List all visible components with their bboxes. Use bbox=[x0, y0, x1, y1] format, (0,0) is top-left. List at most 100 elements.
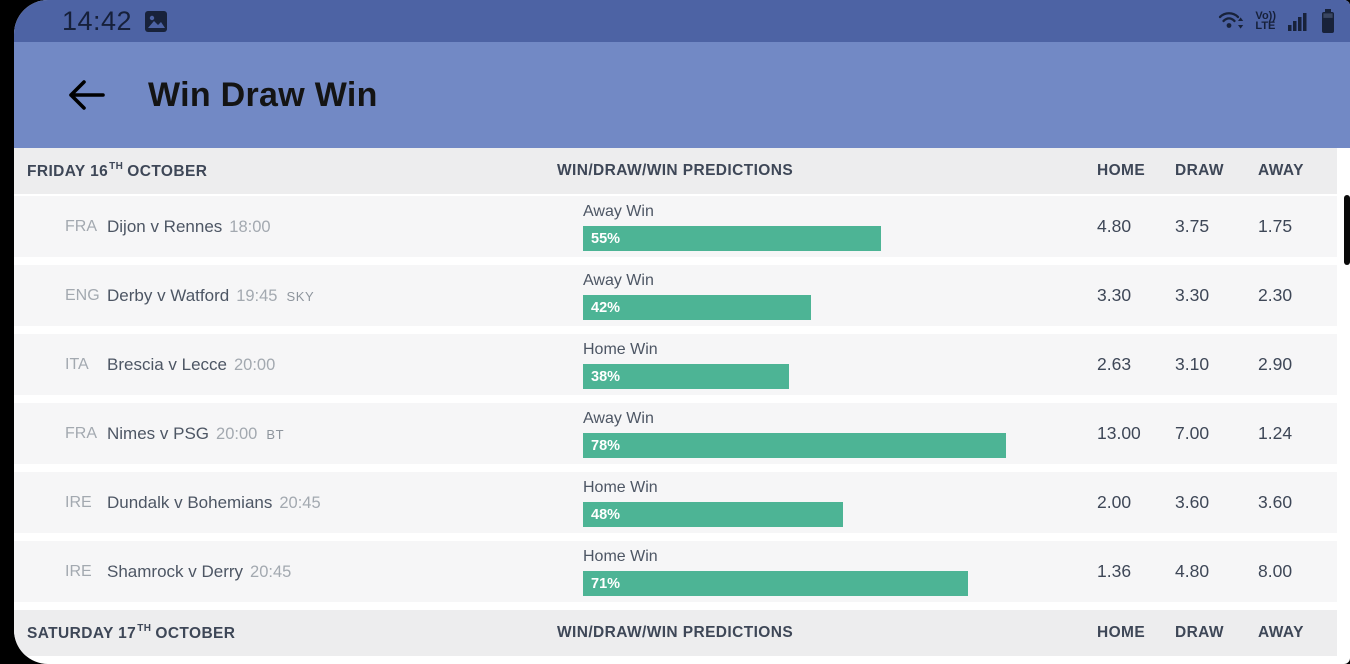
prediction-bar: 38% bbox=[583, 364, 789, 389]
prediction-cell: Home Win 71% bbox=[583, 541, 1097, 602]
scrollbar[interactable] bbox=[1344, 195, 1350, 265]
prediction-percent: 55% bbox=[591, 230, 621, 247]
match-row[interactable]: FRA Dijon v Rennes 18:00 Away Win 55% 4.8… bbox=[14, 196, 1337, 257]
away-odds: 2.90 bbox=[1258, 354, 1293, 374]
column-header-away: AWAY bbox=[1258, 162, 1304, 179]
away-odds: 1.24 bbox=[1258, 423, 1293, 443]
match-info: Brescia v Lecce 20:00 bbox=[107, 355, 583, 375]
prediction-label: Home Win bbox=[583, 479, 658, 496]
column-header-draw: DRAW bbox=[1175, 624, 1224, 641]
home-odds: 1.36 bbox=[1097, 561, 1132, 581]
section-header-friday: FRIDAY 16TH OCTOBER WIN/DRAW/WIN PREDICTI… bbox=[14, 148, 1337, 194]
draw-odds: 3.60 bbox=[1175, 492, 1210, 512]
kickoff-time: 20:00 bbox=[234, 355, 276, 374]
match-row[interactable]: FRA Nimes v PSG 20:00 BT Away Win 78% 13.0… bbox=[14, 403, 1337, 464]
kickoff-time: 20:00 bbox=[216, 424, 258, 443]
prediction-cell: Home Win 38% bbox=[583, 334, 1097, 395]
prediction-bar-track: 48% bbox=[583, 502, 1125, 527]
column-header-home: HOME bbox=[1097, 162, 1146, 179]
clock: 14:42 bbox=[62, 5, 133, 36]
league-code: FRA bbox=[65, 217, 97, 235]
prediction-bar: 48% bbox=[583, 502, 844, 527]
match-row[interactable]: IRE Dundalk v Bohemians 20:45 Home Win 48… bbox=[14, 472, 1337, 533]
prediction-bar-track: 78% bbox=[583, 433, 1125, 458]
home-odds: 4.80 bbox=[1097, 216, 1132, 236]
match-teams: Dijon v Rennes bbox=[107, 216, 223, 236]
prediction-label: Home Win bbox=[583, 548, 658, 565]
prediction-bar-track: 55% bbox=[583, 226, 1125, 251]
prediction-percent: 78% bbox=[591, 437, 621, 454]
home-odds: 2.00 bbox=[1097, 492, 1132, 512]
match-list-friday: FRA Dijon v Rennes 18:00 Away Win 55% 4.8… bbox=[14, 194, 1350, 602]
match-teams: Brescia v Lecce bbox=[107, 354, 227, 374]
prediction-label: Home Win bbox=[583, 341, 658, 358]
tv-badge: BT bbox=[266, 426, 285, 442]
section-date: SATURDAY 17TH OCTOBER bbox=[27, 623, 557, 643]
league-code: FRA bbox=[65, 424, 97, 442]
prediction-cell: Home Win 48% bbox=[583, 472, 1097, 533]
match-info: Dundalk v Bohemians 20:45 bbox=[107, 493, 583, 513]
prediction-bar-track: 38% bbox=[583, 364, 1125, 389]
prediction-bar: 78% bbox=[583, 433, 1006, 458]
draw-odds: 3.75 bbox=[1175, 216, 1210, 236]
date-month: OCTOBER bbox=[127, 163, 208, 180]
away-odds: 8.00 bbox=[1258, 561, 1293, 581]
home-odds: 3.30 bbox=[1097, 285, 1132, 305]
prediction-percent: 71% bbox=[591, 575, 621, 592]
match-info: Dijon v Rennes 18:00 bbox=[107, 217, 583, 237]
prediction-percent: 38% bbox=[591, 368, 621, 385]
prediction-bar: 42% bbox=[583, 295, 811, 320]
column-header-predictions: WIN/DRAW/WIN PREDICTIONS bbox=[557, 624, 794, 641]
prediction-percent: 48% bbox=[591, 506, 621, 523]
prediction-cell: Away Win 78% bbox=[583, 403, 1097, 464]
match-teams: Shamrock v Derry bbox=[107, 561, 244, 581]
match-info: Derby v Watford 19:45 SKY bbox=[107, 286, 583, 306]
kickoff-time: 18:00 bbox=[229, 217, 271, 236]
prediction-bar: 71% bbox=[583, 571, 968, 596]
away-odds: 1.75 bbox=[1258, 216, 1293, 236]
volte-line1: Vo)) bbox=[1255, 10, 1276, 22]
photo-notification-icon bbox=[144, 9, 169, 34]
prediction-bar-track: 71% bbox=[583, 571, 1125, 596]
draw-odds: 3.10 bbox=[1175, 354, 1210, 374]
match-info: Shamrock v Derry 20:45 bbox=[107, 562, 583, 582]
column-header-predictions: WIN/DRAW/WIN PREDICTIONS bbox=[557, 162, 794, 179]
prediction-cell: Away Win 42% bbox=[583, 265, 1097, 326]
date-ordinal: TH bbox=[137, 623, 152, 634]
draw-odds: 7.00 bbox=[1175, 423, 1210, 443]
league-code: IRE bbox=[65, 562, 92, 580]
kickoff-time: 20:45 bbox=[279, 493, 321, 512]
home-odds: 13.00 bbox=[1097, 423, 1141, 443]
date-month: OCTOBER bbox=[155, 625, 236, 642]
date-ordinal: TH bbox=[109, 161, 124, 172]
back-arrow-icon bbox=[69, 80, 105, 110]
draw-odds: 4.80 bbox=[1175, 561, 1210, 581]
prediction-cell: Away Win 55% bbox=[583, 196, 1097, 257]
signal-strength-icon bbox=[1287, 10, 1309, 32]
section-date: FRIDAY 16TH OCTOBER bbox=[27, 161, 557, 181]
tv-badge: SKY bbox=[286, 288, 315, 304]
match-row[interactable]: IRE Shamrock v Derry 20:45 Home Win 71% 1… bbox=[14, 541, 1337, 602]
date-day: FRIDAY 16 bbox=[27, 163, 109, 180]
home-odds: 2.63 bbox=[1097, 354, 1132, 374]
match-teams: Dundalk v Bohemians bbox=[107, 492, 273, 512]
league-code: ITA bbox=[65, 355, 89, 373]
status-bar: 14:42 Vo)) LTE bbox=[14, 0, 1350, 42]
column-header-home: HOME bbox=[1097, 624, 1146, 641]
battery-icon bbox=[1320, 8, 1336, 34]
league-code: ENG bbox=[65, 286, 100, 304]
back-button[interactable] bbox=[64, 73, 108, 117]
prediction-percent: 42% bbox=[591, 299, 621, 316]
match-teams: Derby v Watford bbox=[107, 285, 230, 305]
match-teams: Nimes v PSG bbox=[107, 423, 210, 443]
kickoff-time: 20:45 bbox=[250, 562, 292, 581]
prediction-bar-track: 42% bbox=[583, 295, 1125, 320]
away-odds: 2.30 bbox=[1258, 285, 1293, 305]
match-row[interactable]: ITA Brescia v Lecce 20:00 Home Win 38% 2.… bbox=[14, 334, 1337, 395]
wifi-calling-icon bbox=[1218, 9, 1244, 33]
section-header-saturday: SATURDAY 17TH OCTOBER WIN/DRAW/WIN PREDIC… bbox=[14, 610, 1337, 656]
kickoff-time: 19:45 bbox=[236, 286, 278, 305]
away-odds: 3.60 bbox=[1258, 492, 1293, 512]
match-row[interactable]: ENG Derby v Watford 19:45 SKY Away Win 42%… bbox=[14, 265, 1337, 326]
prediction-label: Away Win bbox=[583, 410, 654, 427]
